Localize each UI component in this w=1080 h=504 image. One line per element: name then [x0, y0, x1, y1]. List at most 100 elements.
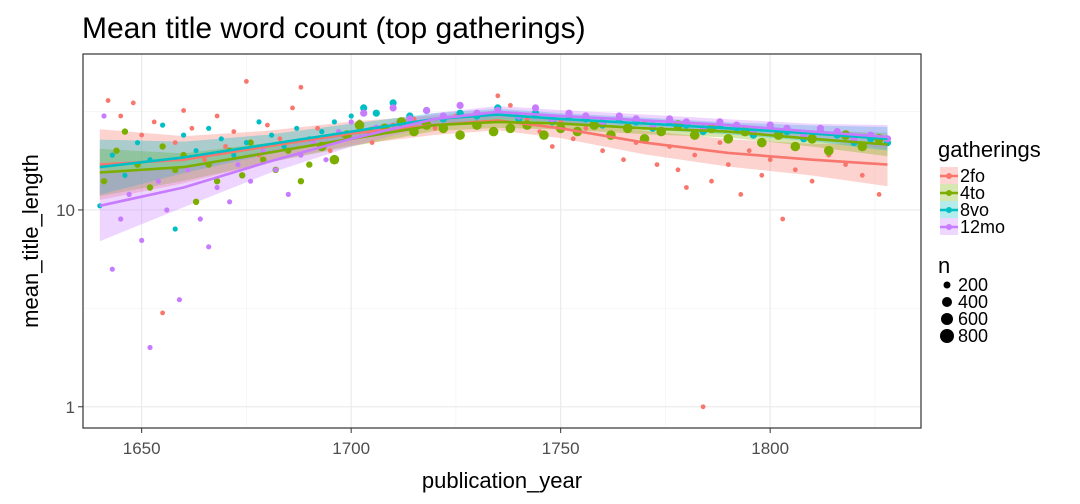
smooth-lines	[99, 110, 888, 208]
point-8vo	[269, 132, 275, 138]
point-4to	[354, 120, 365, 130]
point-12mo	[126, 191, 132, 197]
panel-border	[82, 53, 922, 429]
point-12mo	[285, 191, 291, 197]
point-8vo	[160, 122, 166, 128]
point-8vo	[319, 129, 325, 135]
point-12mo	[176, 297, 182, 303]
x-tick-label: 1700	[332, 439, 370, 458]
point-8vo	[122, 172, 128, 178]
legend-n-title: n	[938, 253, 950, 278]
point-2fo	[202, 157, 207, 163]
point-2fo	[654, 162, 660, 168]
point-2fo	[327, 148, 333, 154]
legend-size-dot	[942, 297, 952, 307]
point-8vo	[134, 140, 141, 146]
point-12mo	[227, 199, 233, 205]
point-2fo	[290, 105, 295, 111]
x-tick-label: 1800	[751, 439, 789, 458]
legend-gatherings-title: gatherings	[938, 137, 1041, 162]
point-4to	[213, 178, 221, 185]
point-2fo	[780, 216, 786, 222]
plot-panel	[82, 53, 922, 429]
point-2fo	[859, 172, 865, 178]
point-2fo	[675, 167, 681, 173]
point-4to	[329, 154, 340, 165]
point-4to	[159, 143, 166, 150]
y-axis-title: mean_title_length	[18, 154, 43, 328]
legend-label-12mo: 12mo	[960, 217, 1005, 237]
point-2fo	[298, 84, 304, 90]
point-2fo	[432, 125, 438, 131]
point-2fo	[508, 103, 513, 108]
legend-size-label: 600	[958, 309, 988, 329]
point-8vo	[243, 140, 249, 146]
point-4to	[247, 139, 254, 146]
legend-label-2fo: 2fo	[960, 166, 985, 186]
legend-dot-2fo	[946, 173, 952, 179]
smooth-line-12mo	[99, 110, 888, 208]
point-8vo	[348, 113, 354, 119]
point-12mo	[248, 178, 254, 184]
point-2fo	[876, 192, 882, 197]
x-axis-title: publication_year	[422, 468, 582, 493]
point-12mo	[389, 104, 397, 112]
point-12mo	[360, 109, 368, 117]
point-2fo	[151, 119, 157, 125]
legend-label-8vo: 8vo	[960, 200, 989, 220]
point-2fo	[172, 140, 178, 146]
point-4to	[100, 178, 108, 185]
point-12mo	[323, 157, 329, 163]
point-4to	[239, 172, 246, 179]
legend-size-dot	[943, 281, 951, 289]
smooth-line-8vo	[99, 113, 888, 169]
point-2fo	[189, 125, 195, 131]
point-12mo	[109, 266, 115, 272]
point-8vo	[172, 226, 178, 232]
point-2fo	[369, 140, 375, 146]
panel-background	[83, 54, 921, 428]
point-2fo	[105, 98, 111, 103]
point-2fo	[792, 167, 798, 173]
point-8vo	[360, 104, 368, 112]
legend-size-label: 800	[958, 326, 988, 346]
point-12mo	[273, 167, 279, 173]
point-2fo	[709, 178, 714, 184]
point-2fo	[265, 122, 270, 128]
point-4to	[723, 134, 734, 144]
point-2fo	[759, 172, 765, 178]
point-8vo	[193, 148, 199, 154]
point-2fo	[223, 144, 228, 149]
point-4to	[857, 141, 868, 152]
point-12mo	[139, 237, 145, 243]
point-12mo	[197, 216, 203, 222]
point-2fo	[767, 157, 773, 163]
point-12mo	[185, 167, 191, 173]
point-2fo	[583, 125, 589, 131]
point-12mo	[155, 178, 161, 184]
point-4to	[113, 147, 120, 154]
legend-size-dot	[941, 313, 953, 325]
point-8vo	[181, 132, 187, 138]
point-2fo	[717, 140, 723, 146]
point-12mo	[406, 115, 414, 123]
x-axis: 1650 1700 1750 1800	[123, 428, 789, 458]
point-2fo	[160, 310, 166, 316]
point-2fo	[118, 113, 124, 119]
point-2fo	[621, 157, 626, 163]
point-12mo	[260, 148, 266, 154]
y-axis: 1 10	[56, 201, 83, 417]
ci-band-2fo	[99, 110, 888, 200]
point-4to	[505, 123, 516, 134]
smooth-line-4to	[99, 120, 888, 174]
point-12mo	[118, 216, 124, 222]
point-2fo	[181, 108, 187, 113]
point-4to	[192, 198, 200, 205]
point-2fo	[600, 148, 605, 154]
legend-size-dot	[940, 329, 954, 343]
point-4to	[297, 178, 305, 185]
point-2fo	[139, 132, 145, 138]
point-12mo	[816, 124, 825, 132]
point-12mo	[423, 106, 431, 115]
